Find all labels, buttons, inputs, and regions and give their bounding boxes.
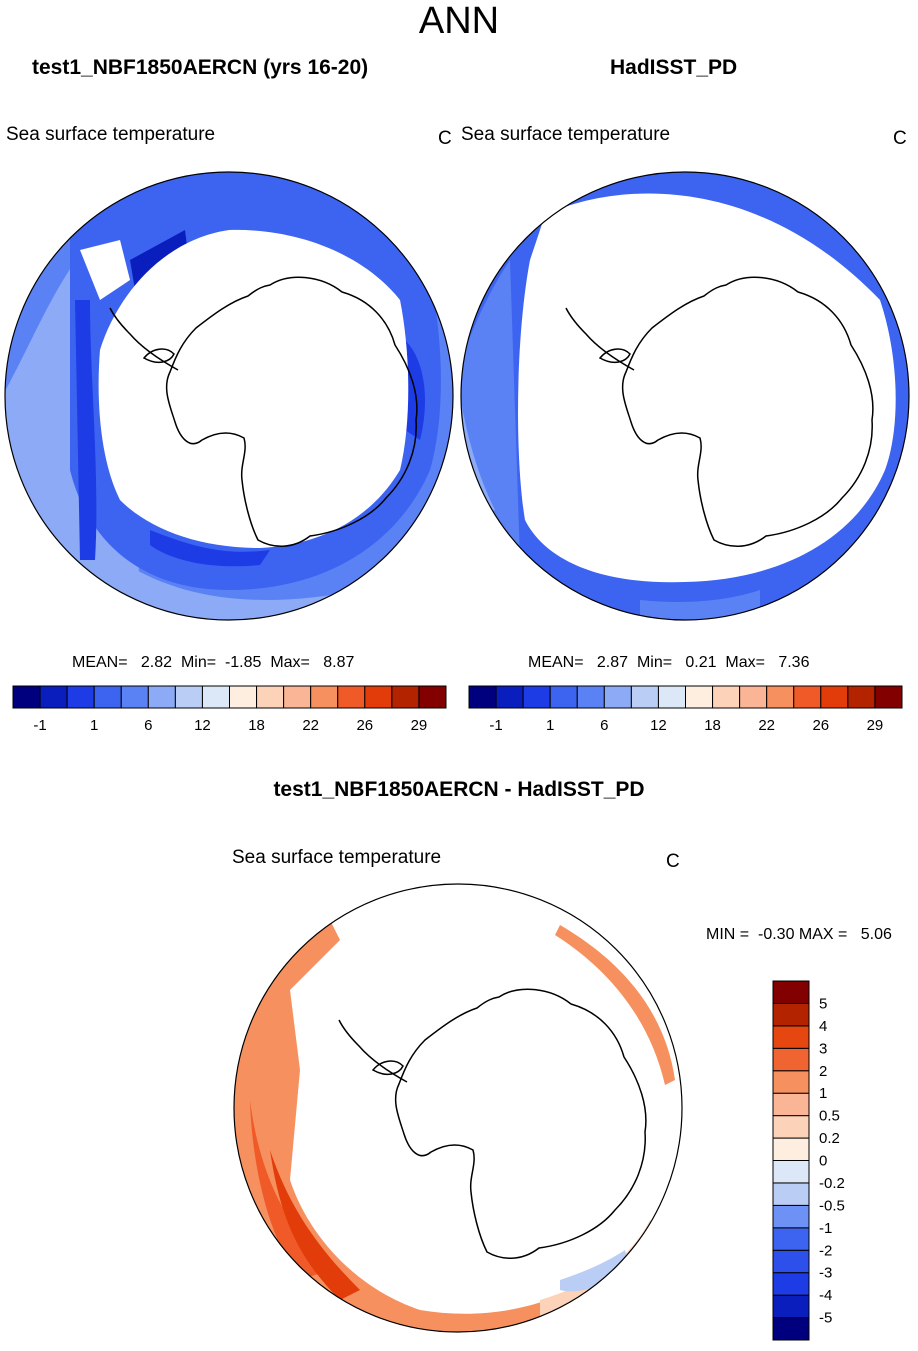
colorbar-tick-label: -1 — [489, 717, 502, 734]
variable-label-test: Sea surface temperature — [6, 124, 216, 145]
colorbar-swatch — [772, 1182, 810, 1206]
colorbar-swatch — [391, 685, 420, 709]
colorbar-swatch — [39, 685, 68, 709]
variable-label-diff: Sea surface temperature — [232, 847, 442, 868]
units-label-obs: C — [893, 128, 907, 149]
colorbar-tick-label: -1 — [819, 1220, 832, 1237]
colorbar-tick-label: 18 — [704, 717, 721, 734]
panel-title-obs: HadISST_PD — [610, 56, 738, 79]
map-diff — [233, 883, 683, 1333]
colorbar-swatch — [772, 1204, 810, 1229]
colorbar-swatch — [772, 1317, 810, 1341]
colorbar-tick-label: 6 — [144, 717, 152, 734]
colorbar-tick-label: 1 — [819, 1085, 827, 1102]
map-test — [4, 171, 454, 621]
stats-obs: MEAN= 2.87 Min= 0.21 Max= 7.36 — [528, 654, 810, 671]
colorbar-swatch — [495, 685, 524, 709]
colorbar-swatch — [310, 685, 339, 709]
colorbar-tick-label: 18 — [248, 717, 265, 734]
colorbar-swatch — [739, 685, 768, 709]
colorbar-tick-label: 1 — [90, 717, 98, 734]
figure-title: ANN — [418, 0, 500, 42]
colorbar-swatch — [772, 1092, 810, 1117]
colorbar-tick-label: 3 — [819, 1040, 827, 1057]
colorbar-swatch — [549, 685, 578, 709]
colorbar-swatch — [522, 685, 551, 709]
colorbar-swatch — [201, 685, 230, 709]
colorbar-swatch — [847, 685, 876, 709]
diff-title: test1_NBF1850AERCN - HadISST_PD — [273, 778, 645, 801]
colorbar-swatch — [12, 685, 41, 709]
colorbar-swatch — [120, 685, 149, 709]
colorbar-tick-label: -0.5 — [819, 1197, 845, 1214]
colorbar-tick-label: 0 — [819, 1153, 827, 1170]
colorbar-diff: -5 -4 -3 -2 -1 -0.5 -0.2 0 0.2 0.5 1 2 3 4 5 — [772, 980, 845, 1341]
colorbar-swatch — [712, 685, 741, 709]
colorbar-swatch — [772, 1160, 810, 1184]
colorbar-tick-label: 12 — [650, 717, 667, 734]
colorbar-swatch — [820, 685, 849, 709]
colorbar-obs: -1 1 6 12 18 22 26 29 — [468, 685, 903, 734]
colorbar-swatch — [337, 685, 366, 709]
colorbar-tick-label: 22 — [758, 717, 775, 734]
colorbar-swatch — [147, 685, 176, 709]
colorbar-swatch — [874, 685, 903, 709]
colorbar-swatch — [174, 685, 203, 709]
colorbar-swatch — [468, 685, 497, 709]
units-label-diff: C — [666, 851, 680, 872]
colorbar-tick-label: 26 — [356, 717, 373, 734]
colorbar-tick-label: 26 — [812, 717, 829, 734]
colorbar-tick-label: 2 — [819, 1063, 827, 1080]
colorbar-tick-label: -1 — [33, 717, 46, 734]
colorbar-swatch — [772, 1227, 810, 1251]
colorbar-swatch — [256, 685, 285, 709]
colorbar-tick-label: 0.2 — [819, 1130, 840, 1147]
colorbar-swatch — [772, 1249, 810, 1274]
colorbar-swatch — [766, 685, 795, 709]
colorbar-tick-label: 29 — [411, 717, 428, 734]
colorbar-swatch — [772, 1047, 810, 1072]
colorbar-tick-label: 5 — [819, 995, 827, 1012]
colorbar-tick-label: 29 — [867, 717, 884, 734]
colorbar-swatch — [576, 685, 605, 709]
colorbar-tick-label: 4 — [819, 1018, 827, 1035]
colorbar-swatch — [93, 685, 122, 709]
colorbar-tick-label: -5 — [819, 1310, 832, 1327]
colorbar-tick-label: -4 — [819, 1287, 832, 1304]
colorbar-tick-label: 6 — [600, 717, 608, 734]
colorbar-swatch — [364, 685, 393, 709]
colorbar-swatch — [772, 1294, 810, 1319]
stats-test: MEAN= 2.82 Min= -1.85 Max= 8.87 — [72, 654, 355, 671]
colorbar-tick-label: -0.2 — [819, 1175, 845, 1192]
colorbar-swatch — [772, 1025, 810, 1049]
colorbar-tick-label: 0.5 — [819, 1108, 840, 1125]
units-label-test: C — [438, 128, 452, 149]
colorbar-swatch — [772, 1070, 810, 1094]
colorbar-swatch — [772, 1137, 810, 1161]
colorbar-tick-label: -3 — [819, 1265, 832, 1282]
colorbar-swatch — [685, 685, 714, 709]
colorbar-tick-label: 12 — [194, 717, 211, 734]
colorbar-swatch — [229, 685, 258, 709]
colorbar-swatch — [603, 685, 632, 709]
colorbar-swatch — [283, 685, 312, 709]
panel-title-test: test1_NBF1850AERCN (yrs 16-20) — [32, 56, 369, 79]
colorbar-tick-label: 1 — [546, 717, 554, 734]
colorbar-tick-label: -2 — [819, 1242, 832, 1259]
colorbar-test: -1 1 6 12 18 22 26 29 — [12, 685, 447, 734]
colorbar-tick-label: 22 — [302, 717, 319, 734]
colorbar-swatch — [772, 980, 810, 1004]
variable-label-obs: Sea surface temperature — [461, 124, 671, 145]
colorbar-swatch — [772, 1272, 810, 1296]
colorbar-swatch — [772, 1002, 810, 1027]
colorbar-swatch — [772, 1115, 810, 1139]
stats-diff: MIN = -0.30 MAX = 5.06 — [706, 926, 892, 943]
colorbar-swatch — [418, 685, 447, 709]
map-obs — [460, 171, 910, 621]
colorbar-swatch — [793, 685, 822, 709]
colorbar-swatch — [630, 685, 659, 709]
colorbar-swatch — [657, 685, 686, 709]
colorbar-swatch — [66, 685, 95, 709]
